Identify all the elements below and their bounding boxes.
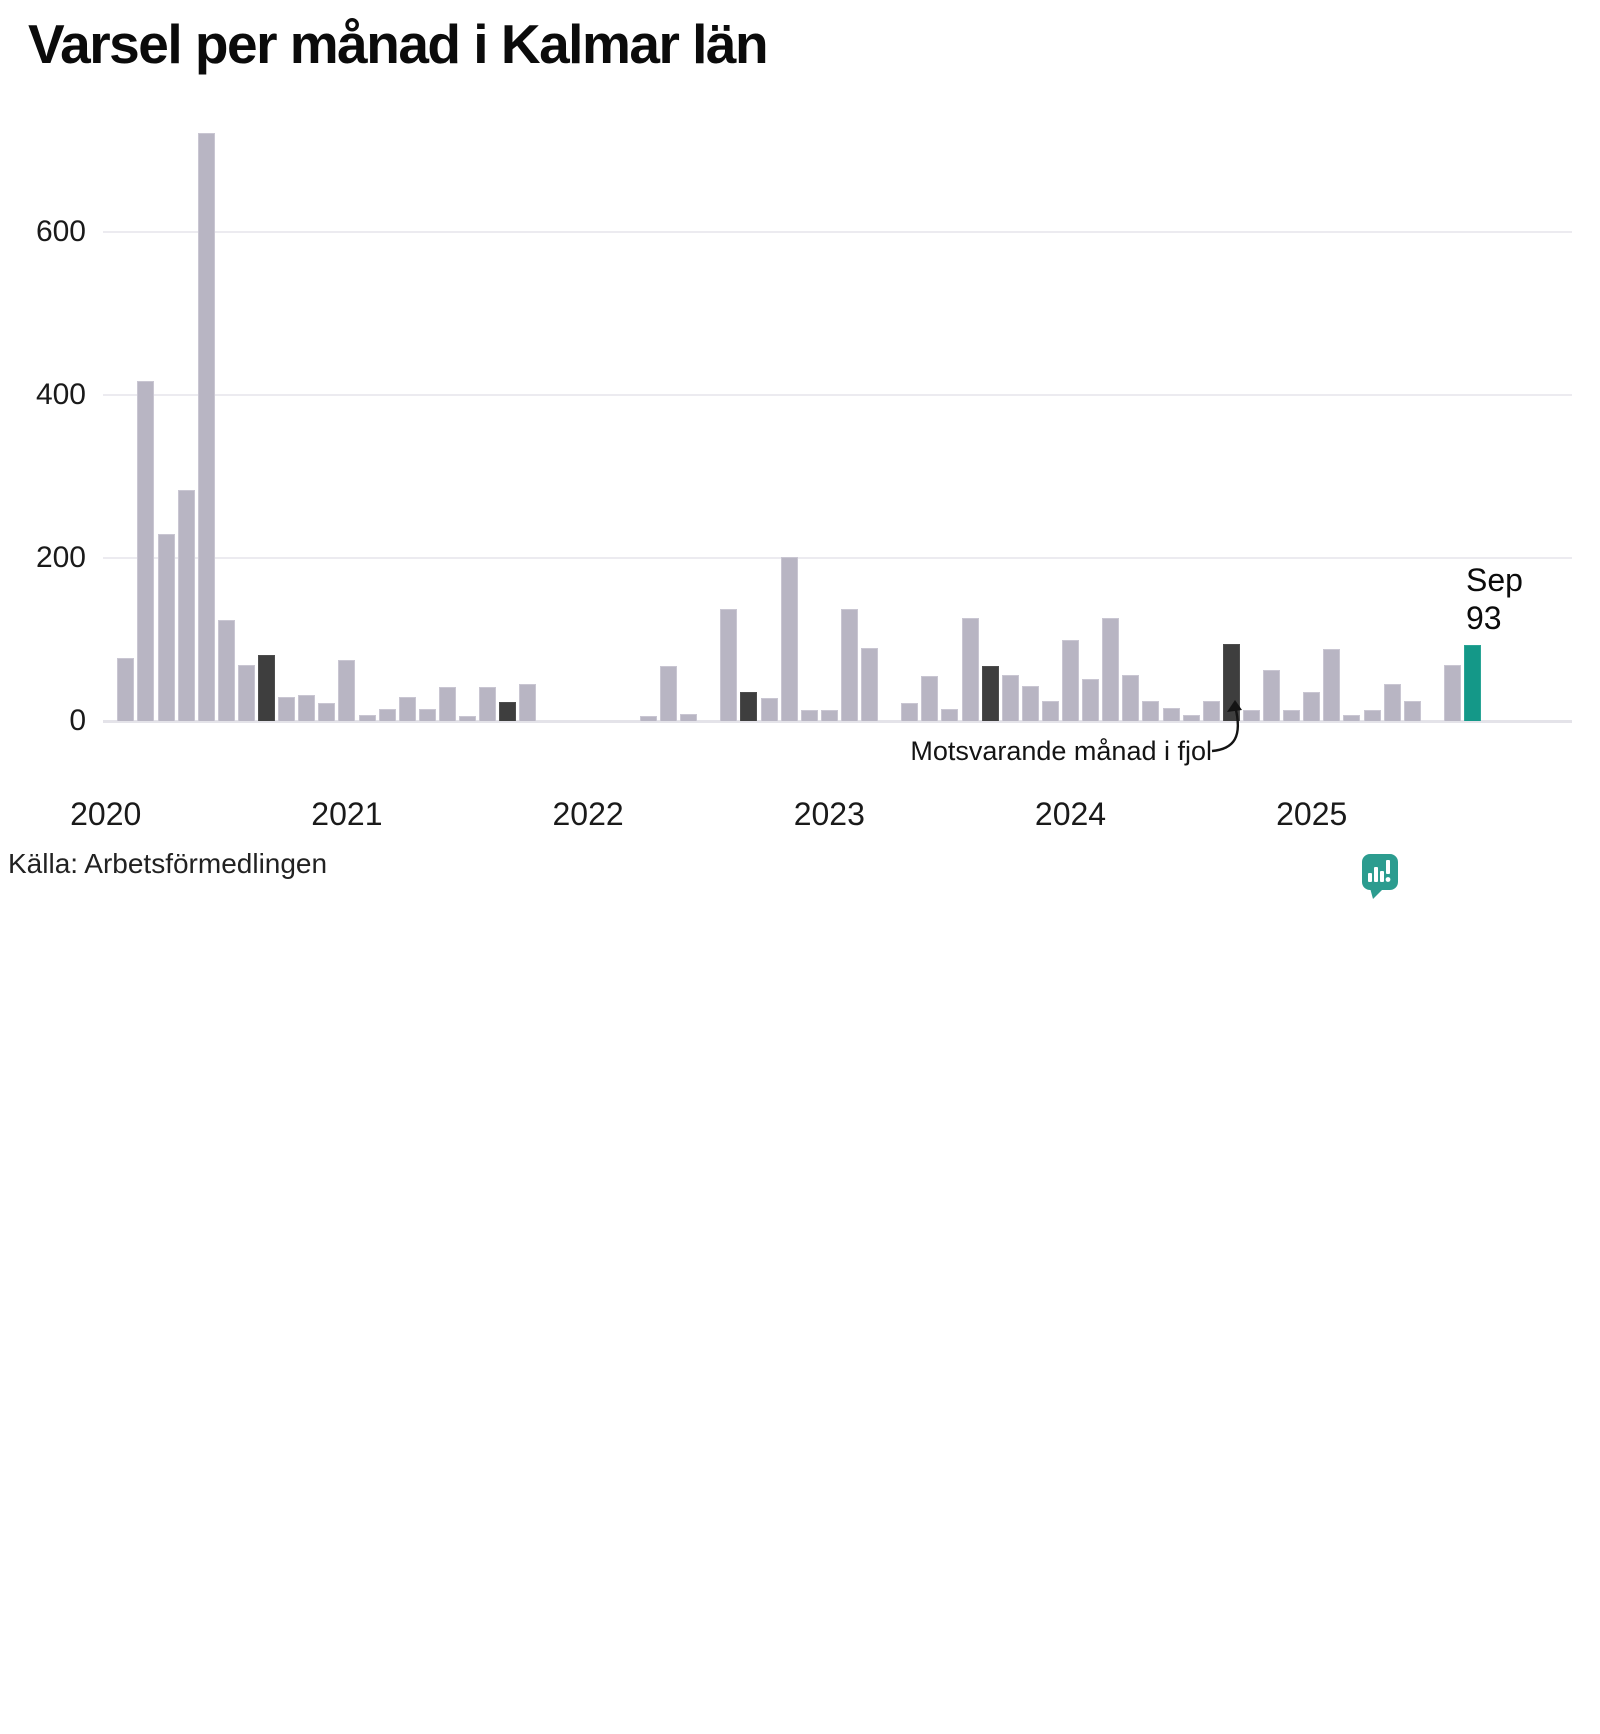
bar-2024-05: [1142, 701, 1160, 721]
source-credit: Källa: Arbetsförmedlingen: [8, 848, 328, 879]
bar-2022-11: [780, 557, 798, 721]
x-axis-year-label: 2023: [793, 796, 865, 832]
bar-2025-03: [1343, 715, 1361, 721]
y-axis-tick-label: 0: [69, 704, 86, 737]
bar-2021-10: [519, 684, 537, 721]
bar-2023-02: [840, 609, 858, 721]
x-axis-year-label: 2021: [311, 796, 383, 832]
bar-2020-12: [318, 703, 336, 721]
bar-2023-08: [961, 618, 979, 721]
bar-2020-03: [137, 381, 155, 721]
bar-chart-plot-area: 0 200 400 600 2020 2021 2022 2023 2024 2025: [35, 133, 1572, 832]
bar-2024-04: [1122, 675, 1140, 721]
bar-2024-07: [1182, 715, 1200, 721]
bar-2020-04: [157, 534, 175, 721]
bar-2023-05: [901, 703, 919, 721]
bar-2020-06: [197, 133, 215, 721]
bar-2023-11: [1021, 686, 1039, 721]
bar-2021-09: [499, 702, 517, 721]
current-month-name: Sep: [1466, 562, 1523, 598]
y-axis-tick-label: 400: [35, 378, 86, 412]
bar-2025-06: [1403, 701, 1421, 721]
bar-2021-01: [338, 660, 356, 721]
bar-2024-02: [1082, 679, 1100, 721]
y-axis-tick-label: 600: [35, 215, 86, 249]
bar-2020-08: [237, 665, 255, 721]
annotation-arrow-icon: [1211, 700, 1242, 753]
bar-2021-02: [358, 715, 376, 721]
bar-2024-12: [1283, 710, 1301, 721]
bar-2025-01: [1303, 692, 1321, 721]
bar-2024-08: [1202, 701, 1220, 721]
x-axis-baseline: [103, 720, 1572, 723]
bar-2024-03: [1102, 618, 1120, 721]
newsworthy-bubble-chart-icon: [1362, 854, 1398, 899]
bar-2020-07: [217, 620, 235, 721]
bar-2022-04: [639, 716, 657, 721]
bar-2023-07: [941, 709, 959, 721]
x-axis-year-label: 2020: [70, 796, 142, 832]
bar-2023-10: [1001, 675, 1019, 721]
bar-2020-05: [177, 490, 195, 721]
current-month-value-label: Sep 93: [1466, 561, 1523, 637]
bar-2022-08: [720, 609, 738, 721]
bar-2021-03: [378, 709, 396, 721]
bar-2020-10: [278, 697, 296, 721]
bar-2023-01: [820, 710, 838, 721]
bar-2024-11: [1263, 670, 1280, 721]
page-title: Varsel per månad i Kalmar län: [28, 13, 769, 75]
bar-2024-06: [1162, 708, 1180, 721]
bar-2021-06: [438, 687, 456, 721]
bar-2020-09: [258, 655, 275, 721]
current-month-value: 93: [1466, 600, 1502, 636]
bar-2021-07: [459, 716, 476, 721]
bar-2023-03: [861, 648, 878, 721]
x-axis-year-label: 2024: [1034, 796, 1107, 832]
bar-2025-05: [1383, 684, 1401, 721]
bar-2023-12: [1041, 701, 1059, 721]
gridline: [103, 557, 1572, 560]
bar-2022-05: [660, 666, 677, 721]
y-axis-tick-label: 200: [35, 541, 86, 575]
bar-2025-08: [1443, 665, 1461, 721]
bar-2023-06: [921, 676, 939, 721]
bar-2022-06: [680, 714, 698, 721]
bar-2021-05: [418, 709, 436, 721]
x-axis-year-label: 2025: [1276, 796, 1348, 832]
bar-2022-10: [760, 698, 778, 721]
bar-2020-02: [117, 658, 135, 721]
bar-2020-11: [298, 695, 316, 721]
bar-2021-04: [398, 697, 416, 721]
gridline: [103, 394, 1572, 397]
bar-2024-01: [1062, 640, 1079, 721]
bar-2023-09: [981, 666, 999, 721]
bar-2022-12: [800, 710, 818, 721]
bar-2025-02: [1323, 649, 1341, 721]
x-axis-year-label: 2022: [552, 796, 624, 832]
bar-2025-04: [1363, 710, 1381, 721]
bar-2022-09: [740, 692, 758, 721]
bar-2024-10: [1242, 710, 1260, 721]
gridline: [103, 231, 1572, 234]
comparison-annotation: Motsvarande månad i fjol: [910, 736, 1212, 766]
bar-2021-08: [479, 687, 497, 721]
bar-2025-09: [1464, 645, 1481, 721]
